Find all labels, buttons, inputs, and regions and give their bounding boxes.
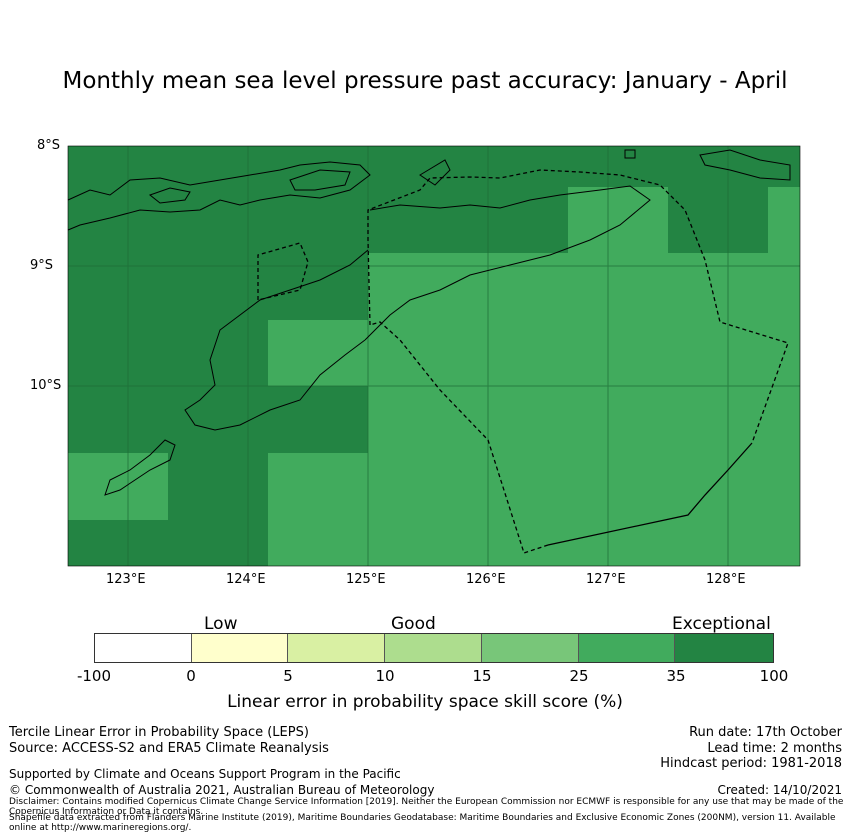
colorbar-tick: 35	[666, 667, 686, 685]
chart-title: Monthly mean sea level pressure past acc…	[62, 68, 788, 94]
colorbar-tick: 0	[186, 667, 196, 685]
source-text: Source: ACCESS-S2 and ERA5 Climate Reana…	[9, 741, 329, 756]
colorbar	[94, 633, 774, 663]
lead-time: Lead time: 2 months	[707, 741, 842, 756]
map-frame	[67, 145, 801, 567]
colorbar-segment-5	[481, 634, 579, 662]
colorbar-segment-2	[191, 634, 289, 662]
category-low: Low	[204, 614, 238, 634]
support-text: Supported by Climate and Oceans Support …	[9, 767, 401, 781]
skill-map	[67, 145, 801, 567]
colorbar-segment-3	[288, 634, 386, 662]
category-good: Good	[391, 614, 436, 634]
lon-label-124e: 124°E	[226, 572, 266, 587]
coastlines	[67, 149, 791, 496]
colorbar-tick: 15	[472, 667, 492, 685]
created-date: Created: 14/10/2021	[717, 783, 842, 797]
colorbar-segment-4	[385, 634, 482, 662]
run-date: Run date: 17th October	[689, 725, 842, 740]
shapefile-text: Shapefile data extracted from Flanders M…	[9, 813, 836, 833]
colorbar-tick: 5	[283, 667, 293, 685]
disclaimer-text: Disclaimer: Contains modified Copernicus…	[9, 797, 844, 817]
hindcast-period: Hindcast period: 1981-2018	[660, 756, 842, 771]
lon-label-128e: 128°E	[706, 572, 746, 587]
colorbar-segment-7	[675, 634, 774, 662]
category-exceptional: Exceptional	[672, 614, 771, 634]
lon-label-123e: 123°E	[106, 572, 146, 587]
colorbar-tick: 25	[569, 667, 589, 685]
colorbar-tick: -100	[76, 667, 112, 685]
lat-label-10s: 10°S	[30, 378, 62, 393]
colorbar-segment-1	[95, 634, 192, 662]
copyright-text: © Commonwealth of Australia 2021, Austra…	[9, 783, 435, 797]
colorbar-tick: 100	[759, 667, 789, 685]
lat-label-8s: 8°S	[37, 138, 61, 153]
map-gridlines	[68, 146, 800, 566]
lon-label-125e: 125°E	[346, 572, 386, 587]
eez-boundary	[257, 169, 789, 554]
colorbar-title: Linear error in probability space skill …	[227, 692, 623, 712]
lat-label-9s: 9°S	[30, 258, 54, 273]
colorbar-segment-6	[578, 634, 676, 662]
lon-label-126e: 126°E	[466, 572, 506, 587]
lon-label-127e: 127°E	[586, 572, 626, 587]
method-text: Tercile Linear Error in Probability Spac…	[9, 725, 309, 740]
colorbar-tick: 10	[375, 667, 395, 685]
